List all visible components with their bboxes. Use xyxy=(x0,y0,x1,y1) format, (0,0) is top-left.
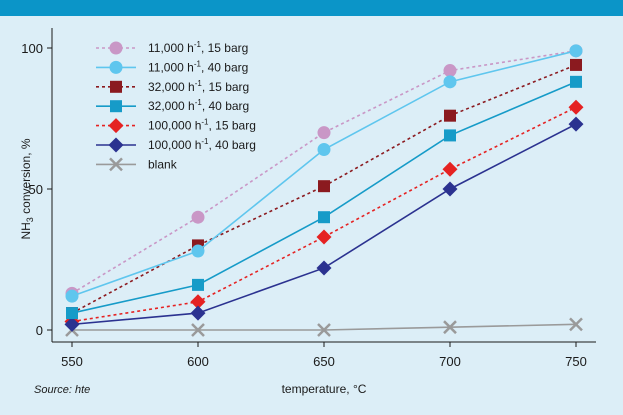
x-tick-label: 750 xyxy=(565,354,587,369)
y-tick-label: 50 xyxy=(29,182,43,197)
legend-label: 32,000 h-1, 40 barg xyxy=(148,98,249,113)
y-tick-label: 0 xyxy=(36,323,43,338)
data-point xyxy=(443,64,457,78)
legend-marker xyxy=(109,41,123,55)
data-point xyxy=(444,129,456,142)
data-point xyxy=(64,316,80,332)
tick-labels: 550 600 650 700 750 0 50 100 xyxy=(21,41,587,369)
legend-marker xyxy=(109,157,123,172)
axes xyxy=(47,28,596,347)
y-axis-label: NH3 conversion, % xyxy=(19,138,35,239)
series-3 xyxy=(66,58,582,320)
legend-item-5: 100,000 h-1, 15 barg xyxy=(96,118,256,134)
data-point xyxy=(316,229,332,245)
data-point xyxy=(66,307,78,320)
legend-label: 11,000 h-1, 15 barg xyxy=(148,40,248,55)
legend-item-6: 100,000 h-1, 40 barg xyxy=(96,137,256,153)
data-point xyxy=(568,99,584,115)
data-point xyxy=(316,260,332,276)
source-note: Source: hte xyxy=(34,384,91,396)
legend-marker xyxy=(110,100,122,113)
series-group xyxy=(64,44,584,337)
series-4-line xyxy=(71,81,577,314)
legend-marker xyxy=(110,80,122,93)
legend-marker xyxy=(108,118,124,134)
legend-marker xyxy=(109,60,123,74)
legend-marker xyxy=(108,137,124,153)
data-point xyxy=(191,244,205,258)
x-axis-label: temperature, °C xyxy=(282,382,367,396)
legend-label: blank xyxy=(148,157,178,171)
x-tick-label: 700 xyxy=(439,354,461,369)
legend-item-2: 11,000 h-1, 40 barg xyxy=(96,59,248,74)
header-bar xyxy=(0,0,623,16)
data-point xyxy=(442,161,458,177)
legend-label: 100,000 h-1, 15 barg xyxy=(148,118,256,133)
data-point xyxy=(191,323,205,337)
x-tick-label: 600 xyxy=(187,354,209,369)
legend-item-4: 32,000 h-1, 40 barg xyxy=(96,98,249,113)
data-point xyxy=(318,211,330,224)
legend: 11,000 h-1, 15 barg 11,000 h-1, 40 barg 32… xyxy=(96,40,256,171)
series-2 xyxy=(65,44,583,303)
y-tick-label: 100 xyxy=(21,41,43,56)
x-tick-label: 650 xyxy=(313,354,335,369)
x-tick-label: 550 xyxy=(61,354,83,369)
series-7 xyxy=(65,317,583,337)
data-point xyxy=(65,289,79,303)
data-point xyxy=(568,116,584,132)
legend-item-7: blank xyxy=(96,157,178,171)
data-point xyxy=(442,181,458,197)
data-point xyxy=(190,294,206,310)
series-6 xyxy=(64,116,584,332)
data-point xyxy=(569,317,583,332)
legend-item-1: 11,000 h-1, 15 barg xyxy=(96,40,248,55)
legend-item-3: 32,000 h-1, 15 barg xyxy=(96,79,249,94)
legend-label: 32,000 h-1, 15 barg xyxy=(148,79,249,94)
data-point xyxy=(318,180,330,193)
series-1-line xyxy=(71,50,577,295)
data-point xyxy=(190,305,206,321)
data-point xyxy=(191,210,205,224)
data-point xyxy=(317,323,331,337)
data-point xyxy=(570,75,582,88)
data-point xyxy=(317,126,331,140)
data-point xyxy=(317,143,331,157)
data-point xyxy=(569,44,583,58)
legend-label: 100,000 h-1, 40 barg xyxy=(148,137,256,152)
data-point xyxy=(192,278,204,291)
series-5-line xyxy=(71,106,577,323)
data-point xyxy=(443,320,457,335)
data-point xyxy=(444,109,456,122)
series-4 xyxy=(66,75,582,320)
data-point xyxy=(443,75,457,89)
legend-label: 11,000 h-1, 40 barg xyxy=(148,59,248,74)
data-point xyxy=(570,58,582,71)
